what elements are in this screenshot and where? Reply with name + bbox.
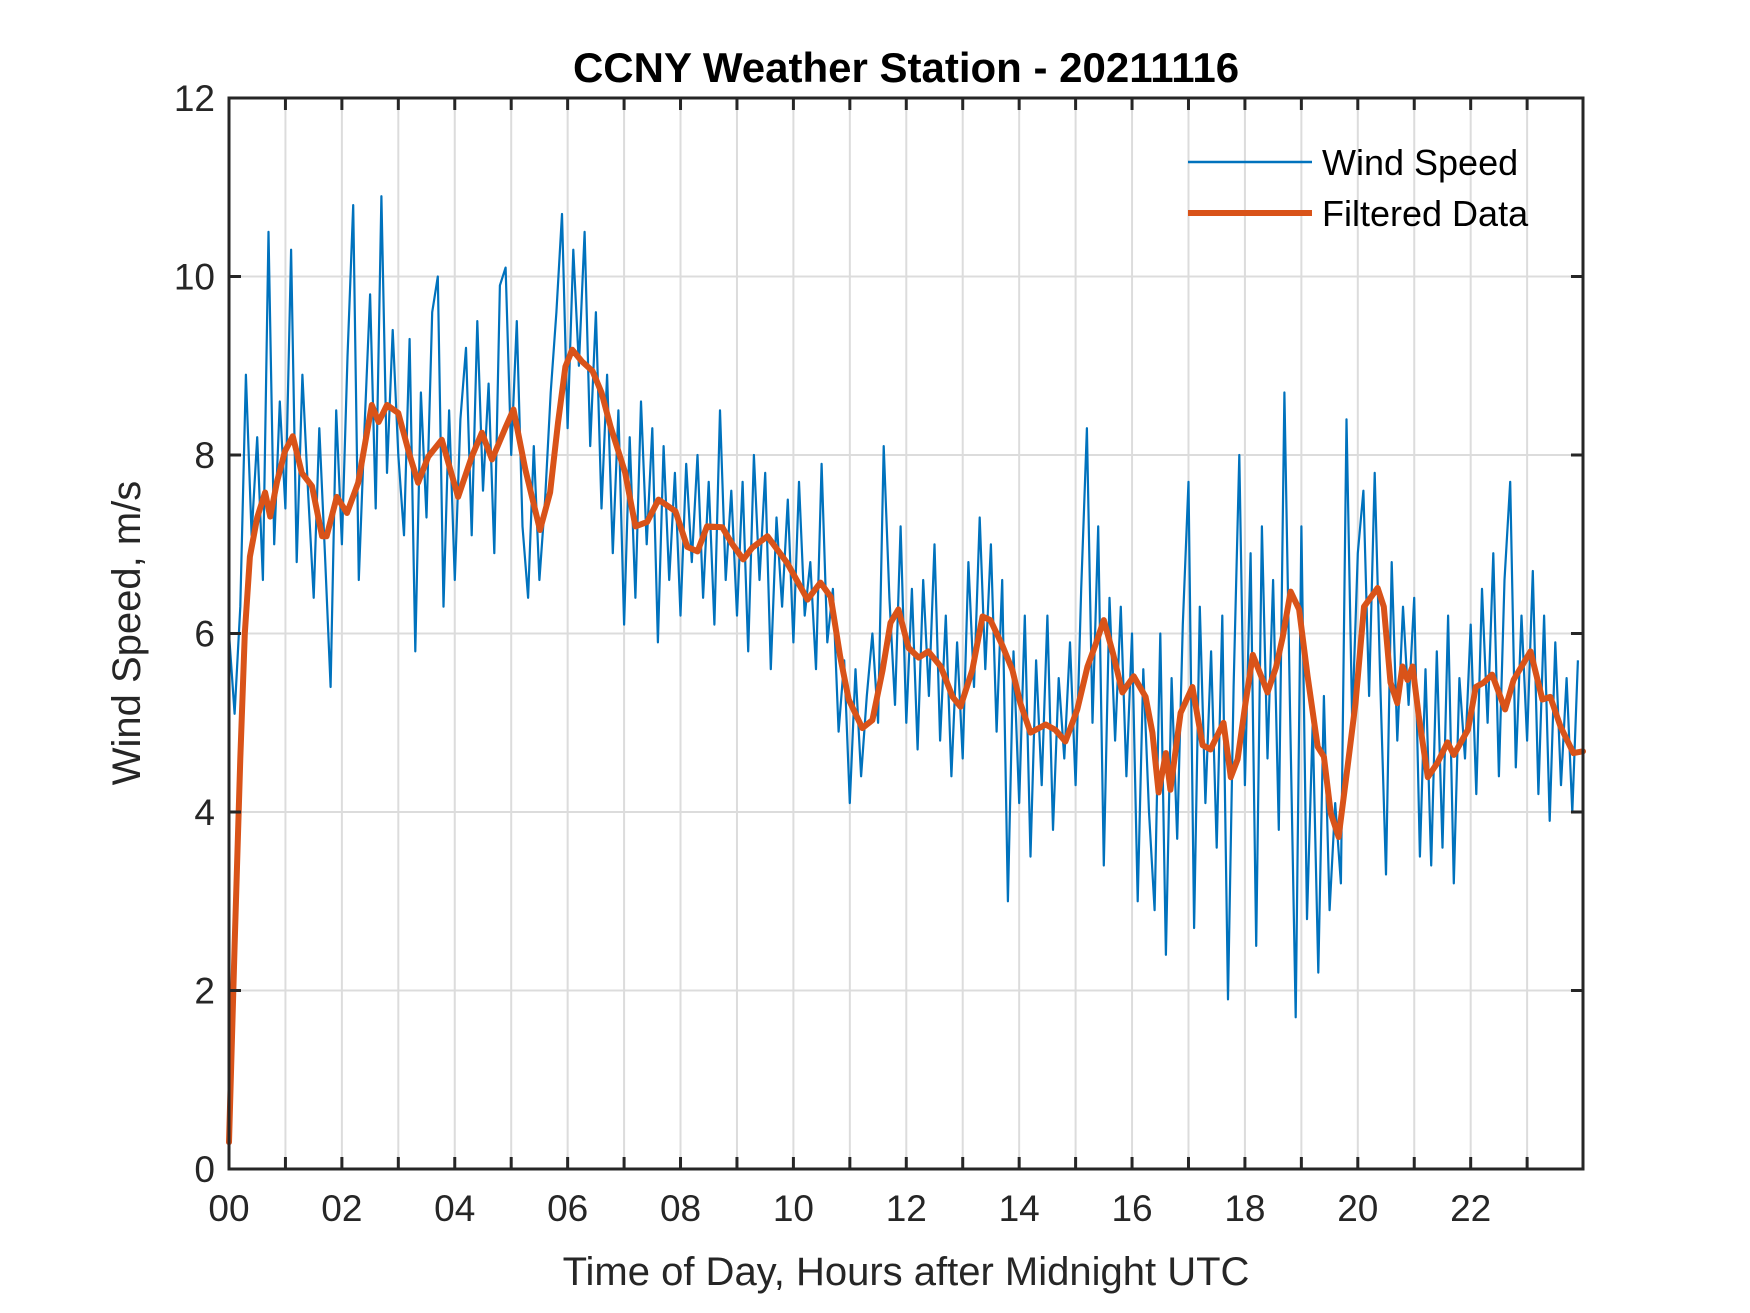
- x-tick-label: 22: [1450, 1188, 1491, 1229]
- y-gridlines: [229, 275, 1583, 992]
- y-tick-label: 2: [194, 971, 215, 1012]
- x-axis-label: Time of Day, Hours after Midnight UTC: [563, 1250, 1250, 1294]
- y-tick-label: 0: [194, 1149, 215, 1190]
- x-tick-label: 14: [999, 1188, 1040, 1229]
- x-tick-label: 16: [1111, 1188, 1152, 1229]
- legend-label-wind-speed: Wind Speed: [1322, 142, 1518, 183]
- x-tick-label: 10: [773, 1188, 814, 1229]
- y-tick-label: 6: [194, 614, 215, 655]
- x-tick-label: 02: [321, 1188, 362, 1229]
- y-tick-label: 12: [174, 78, 215, 119]
- y-tick-label: 8: [194, 435, 215, 476]
- x-tick-label: 08: [660, 1188, 701, 1229]
- axis-ticks: [227, 96, 1583, 1171]
- x-tick-label: 06: [547, 1188, 588, 1229]
- x-tick-label: 04: [434, 1188, 475, 1229]
- legend: Wind Speed Filtered Data: [1188, 142, 1529, 234]
- series-layer: [226, 195, 1586, 1146]
- y-tick-labels: 0 2 4 6 8 10 12: [174, 78, 215, 1190]
- x-tick-label: 00: [208, 1188, 249, 1229]
- y-tick-label: 4: [194, 792, 215, 833]
- x-tick-label: 20: [1337, 1188, 1378, 1229]
- y-tick-label: 10: [174, 257, 215, 298]
- chart-title: CCNY Weather Station - 20211116: [573, 44, 1239, 91]
- x-tick-label: 18: [1224, 1188, 1265, 1229]
- x-tick-label: 12: [886, 1188, 927, 1229]
- y-axis-label: Wind Speed, m/s: [105, 481, 149, 786]
- legend-label-filtered-data: Filtered Data: [1322, 193, 1529, 234]
- x-tick-labels: 00 02 04 06 08 10 12 14 16 18 20 22: [208, 1188, 1491, 1229]
- series-line-filtered-data: [226, 346, 1586, 1146]
